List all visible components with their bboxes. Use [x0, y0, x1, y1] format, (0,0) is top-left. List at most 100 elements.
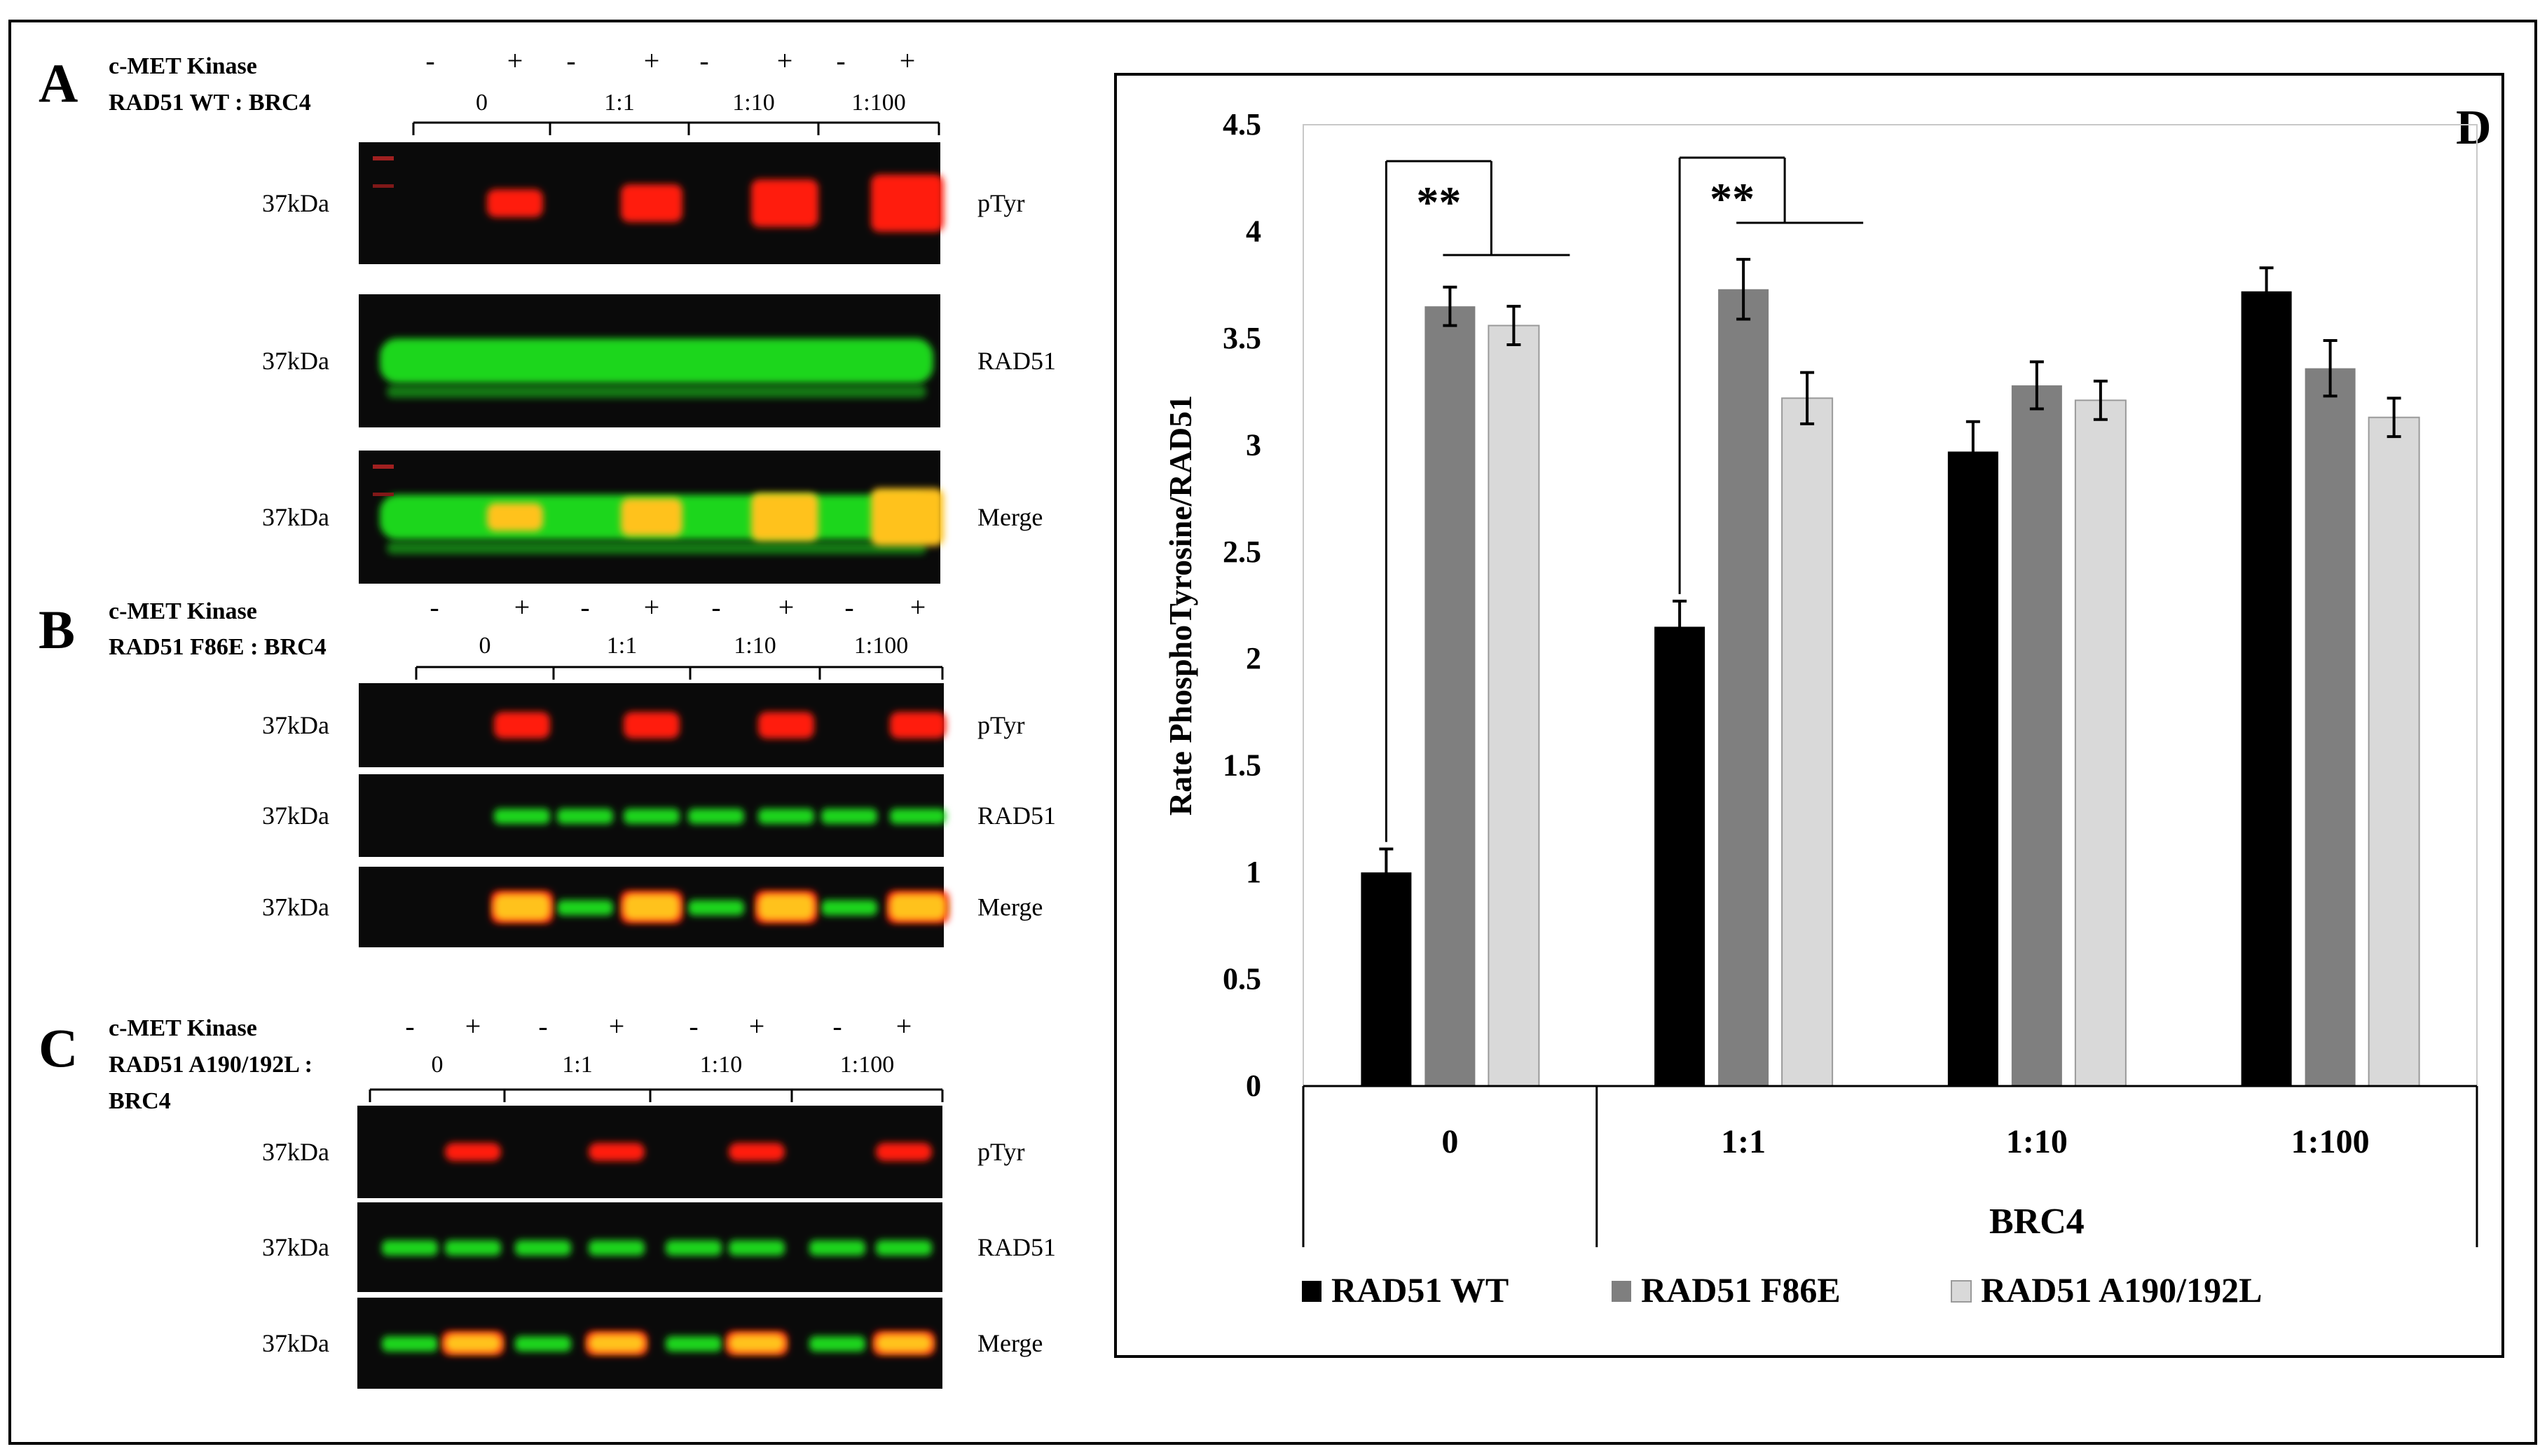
- ratio-label: 1:100: [854, 633, 908, 659]
- kinase-sign: -: [405, 1010, 414, 1042]
- channel-label: RAD51: [977, 347, 1056, 375]
- significance-stars: **: [1416, 177, 1461, 227]
- merge-band: [751, 493, 818, 541]
- rad51-band: [515, 1336, 571, 1352]
- rad51-band: [380, 338, 933, 383]
- panel-letter: D: [2456, 101, 2492, 155]
- bar-rad51-f86e-1-1: [1718, 289, 1769, 1087]
- ratio-label: 1:1: [604, 90, 634, 116]
- construct-label: RAD51 F86E : BRC4: [109, 634, 327, 660]
- y-axis-title: Rate PhosphoTyrosine/RAD51: [1162, 395, 1198, 816]
- kinase-sign: +: [896, 1010, 912, 1042]
- ratio-label: 1:10: [732, 90, 774, 116]
- ptyr-band: [876, 1143, 932, 1161]
- bar-rad51-f86e-0: [1424, 306, 1476, 1087]
- bar-rad51-f86e-1-100: [2305, 368, 2356, 1087]
- channel-label: Merge: [977, 503, 1043, 531]
- rad51-band: [809, 1336, 865, 1352]
- rad51-band: [758, 809, 814, 824]
- construct-label: RAD51 A190/192L :: [109, 1052, 313, 1078]
- ratio-label: 1:1: [562, 1052, 592, 1078]
- channel-label: Merge: [977, 893, 1043, 921]
- kinase-label: c-MET Kinase: [109, 53, 257, 79]
- channel-label: pTyr: [977, 1138, 1024, 1166]
- panel-letter: B: [39, 599, 75, 660]
- rad51-band: [821, 809, 877, 824]
- ptyr-band: [487, 189, 543, 217]
- x-tick-label: 1:10: [2006, 1123, 2068, 1160]
- ladder-mark: [373, 184, 394, 188]
- ratio-label: 1:10: [700, 1052, 742, 1078]
- legend-swatch: [1612, 1281, 1631, 1302]
- rad51-band: [557, 900, 613, 916]
- x-tick-label: 1:1: [1721, 1123, 1766, 1160]
- bar-rad51-wt-1-100: [2241, 291, 2292, 1086]
- kinase-sign: -: [689, 1010, 698, 1042]
- figure-border: [8, 20, 2537, 1445]
- rad51-band: [688, 900, 744, 916]
- mw-label: 37kDa: [262, 893, 329, 921]
- rad51-band: [666, 1240, 722, 1256]
- significance-bracket: **: [1678, 156, 1864, 594]
- merge-band: [729, 1334, 785, 1352]
- channel-label: Merge: [977, 1329, 1043, 1357]
- bar-rad51-wt-0: [1361, 872, 1412, 1086]
- merge-band: [624, 893, 680, 921]
- ratio-label: 0: [476, 90, 488, 116]
- ratio-label: 0: [479, 633, 491, 659]
- merge-band: [445, 1334, 501, 1352]
- mw-label: 37kDa: [262, 503, 329, 531]
- rad51-band: [809, 1240, 865, 1256]
- rad51-band: [494, 809, 550, 824]
- merge-band: [589, 1334, 645, 1352]
- construct-label: BRC4: [109, 1088, 171, 1114]
- construct-label: RAD51 WT : BRC4: [109, 90, 311, 116]
- rad51-band: [876, 1240, 932, 1256]
- kinase-sign: +: [644, 591, 660, 623]
- ratio-label: 1:1: [607, 633, 637, 659]
- legend-label: RAD51 A190/192L: [1981, 1270, 2262, 1310]
- mw-label: 37kDa: [262, 711, 329, 739]
- merge-band: [494, 893, 550, 921]
- bar-rad51-a190-192l-1-1: [1781, 397, 1834, 1087]
- ptyr-band: [871, 174, 944, 232]
- y-tick-label: 3: [1246, 427, 1261, 462]
- rad51-band: [445, 1240, 501, 1256]
- kinase-sign: -: [580, 591, 589, 623]
- kinase-sign: +: [644, 45, 660, 76]
- mw-label: 37kDa: [262, 1233, 329, 1261]
- legend-label: RAD51 WT: [1331, 1270, 1509, 1310]
- merge-band: [758, 893, 814, 921]
- ptyr-band: [624, 712, 680, 739]
- kinase-sign: +: [749, 1010, 765, 1042]
- panel-letter: A: [39, 53, 78, 114]
- kinase-label: c-MET Kinase: [109, 598, 257, 624]
- bar-rad51-a190-192l-1-100: [2368, 416, 2420, 1087]
- y-tick-label: 4: [1246, 214, 1261, 248]
- ptyr-band: [751, 179, 818, 227]
- ladder-mark: [373, 465, 394, 469]
- y-tick-label: 0: [1246, 1069, 1261, 1103]
- kinase-sign: -: [832, 1010, 842, 1042]
- kinase-sign: +: [900, 45, 916, 76]
- bar-rad51-a190-192l-0: [1488, 324, 1540, 1087]
- rad51-band: [821, 900, 877, 916]
- ratio-label: 1:100: [851, 90, 905, 116]
- ratio-label: 1:10: [734, 633, 776, 659]
- channel-label: pTyr: [977, 711, 1024, 739]
- ratio-label: 0: [432, 1052, 444, 1078]
- y-tick-label: 0.5: [1223, 962, 1261, 996]
- ptyr-band: [890, 712, 946, 739]
- kinase-sign: +: [609, 1010, 625, 1042]
- significance-stars: **: [1710, 174, 1755, 224]
- y-tick-label: 2.5: [1223, 535, 1261, 569]
- rad51-band: [382, 1240, 438, 1256]
- ptyr-band: [758, 712, 814, 739]
- mw-label: 37kDa: [262, 802, 329, 830]
- kinase-sign: -: [699, 45, 708, 76]
- kinase-sign: +: [910, 591, 926, 623]
- ratio-label: 1:100: [840, 1052, 894, 1078]
